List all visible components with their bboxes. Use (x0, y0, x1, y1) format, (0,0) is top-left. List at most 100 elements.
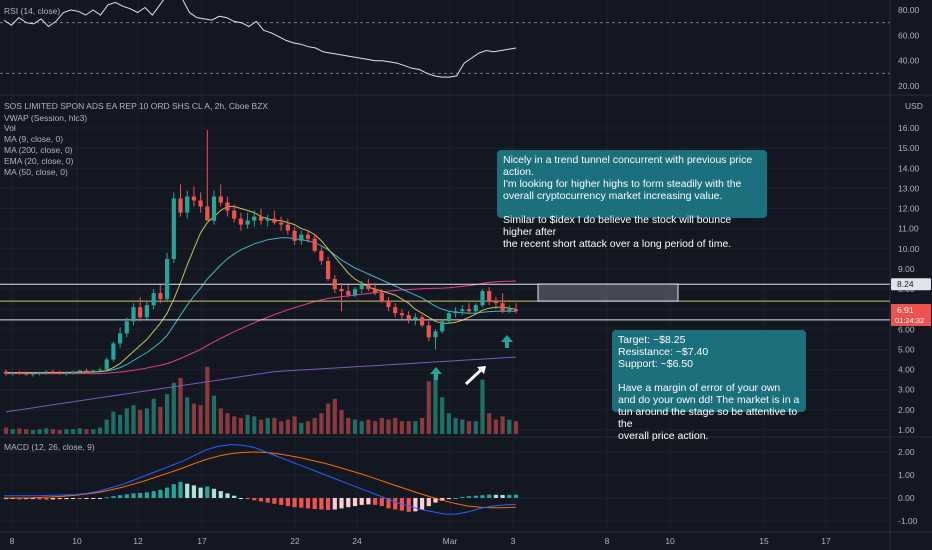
macd-histogram-bar (77, 498, 82, 500)
macd-histogram-bar (453, 498, 458, 499)
volume-bar (420, 418, 425, 434)
candle-body (493, 301, 498, 304)
macd-histogram-bar (118, 495, 123, 498)
volume-bar (71, 429, 76, 434)
volume-bar (24, 429, 29, 434)
candle-body (44, 371, 49, 373)
macd-histogram-bar (352, 498, 358, 507)
target-zone-box (537, 283, 679, 302)
candle-body (205, 206, 210, 221)
macd-histogram-bar (165, 487, 170, 498)
macd-histogram-bar (326, 498, 331, 510)
volume-bar (446, 413, 451, 434)
volume-bar (379, 418, 384, 434)
macd-tick-label: 2.00 (898, 447, 915, 457)
price-tick-label: 13.00 (898, 183, 920, 193)
volume-bar (440, 397, 445, 434)
volume-bar (326, 403, 331, 434)
candle-body (487, 291, 492, 302)
macd-tick-label: -1.00 (898, 516, 918, 526)
candle-body (346, 291, 351, 296)
volume-bar (10, 429, 15, 434)
macd-histogram-bar (64, 498, 69, 500)
volume-bar (305, 421, 311, 434)
candle-body (285, 224, 290, 231)
candle-body (480, 291, 485, 306)
candle-body (393, 307, 398, 314)
macd-histogram-bar (500, 495, 505, 498)
macd-histogram-bar (131, 493, 136, 498)
volume-bar (406, 421, 411, 434)
candle-body (144, 305, 149, 318)
candle-body (507, 309, 512, 312)
macd-histogram-bar (211, 488, 217, 498)
volume-bar (185, 397, 190, 434)
volume-bar (50, 429, 56, 434)
macd-histogram-bar (393, 498, 398, 510)
volume-bar (151, 398, 156, 434)
volume-bar (319, 413, 324, 434)
candle-body (366, 285, 371, 289)
macd-histogram-bar (97, 498, 103, 499)
volume-bar (487, 413, 492, 434)
volume-bar (218, 408, 223, 434)
volume-bar (386, 419, 391, 434)
macd-histogram-bar (339, 498, 344, 509)
macd-histogram-bar (466, 496, 472, 498)
candle-body (352, 289, 358, 296)
macd-histogram-bar (30, 498, 35, 500)
volume-bar (131, 405, 136, 434)
diagonal-arrow-icon (464, 367, 484, 386)
macd-histogram-bar (292, 498, 297, 508)
candle-body (466, 309, 472, 312)
volume-bar (238, 418, 243, 434)
volume-bar (64, 429, 69, 434)
macd-histogram-bar (218, 491, 223, 498)
macd-histogram-bar (426, 498, 431, 507)
x-tick-label: 17 (197, 536, 207, 546)
volume-bar (500, 416, 505, 434)
indicator-label[interactable]: MA (200, close, 0) (4, 145, 73, 155)
macd-histogram-bar (3, 498, 9, 500)
macd-histogram-bar (124, 494, 129, 498)
x-tick-label: 24 (352, 536, 362, 546)
candle-body (165, 258, 170, 300)
macd-histogram-bar (319, 498, 324, 510)
price-tick-label: 9.00 (898, 264, 915, 274)
indicator-label[interactable]: VWAP (Session, hlc3) (4, 113, 87, 123)
price-tick-label: 4.00 (898, 365, 915, 375)
price-tick-label: 10.00 (898, 244, 920, 254)
candle-body (279, 222, 284, 225)
indicator-label[interactable]: MA (50, close, 0) (4, 167, 68, 177)
volume-bar (466, 421, 472, 434)
candle-body (225, 202, 230, 211)
candle-body (332, 279, 337, 290)
macd-tick-label: 1.00 (898, 470, 915, 480)
annotation-levels-note[interactable]: Target: ~$8.25 Resistance: ~$7.40 Suppor… (612, 330, 806, 442)
macd-label[interactable]: MACD (12, 26, close, 9) (4, 442, 95, 452)
volume-bar (352, 419, 358, 434)
macd-histogram-bar (171, 484, 176, 498)
volume-bar (507, 419, 512, 434)
macd-histogram-bar (305, 498, 311, 509)
indicator-label[interactable]: MA (9, close, 0) (4, 134, 63, 144)
candle-body (211, 196, 217, 221)
macd-histogram-bar (312, 498, 317, 509)
candle-body (305, 234, 311, 239)
indicator-label[interactable]: Vol (4, 123, 16, 133)
volume-bar (37, 429, 42, 434)
macd-histogram-bar (198, 487, 203, 498)
candle-body (420, 317, 425, 326)
annotation-trend-note[interactable]: Nicely in a trend tunnel concurrent with… (497, 150, 767, 250)
symbol-title[interactable]: SOS LIMITED SPON ADS EA REP 10 ORD SHS C… (4, 101, 268, 111)
macd-histogram-bar (265, 498, 270, 503)
candle-body (71, 371, 76, 373)
volume-bar (493, 419, 498, 434)
rsi-label[interactable]: RSI (14, close) (4, 6, 60, 16)
x-tick-label: 15 (759, 536, 769, 546)
candle-body (151, 293, 156, 306)
candle-body (124, 321, 129, 334)
indicator-label[interactable]: EMA (20, close, 0) (4, 156, 74, 166)
ma200-line (5, 356, 517, 413)
